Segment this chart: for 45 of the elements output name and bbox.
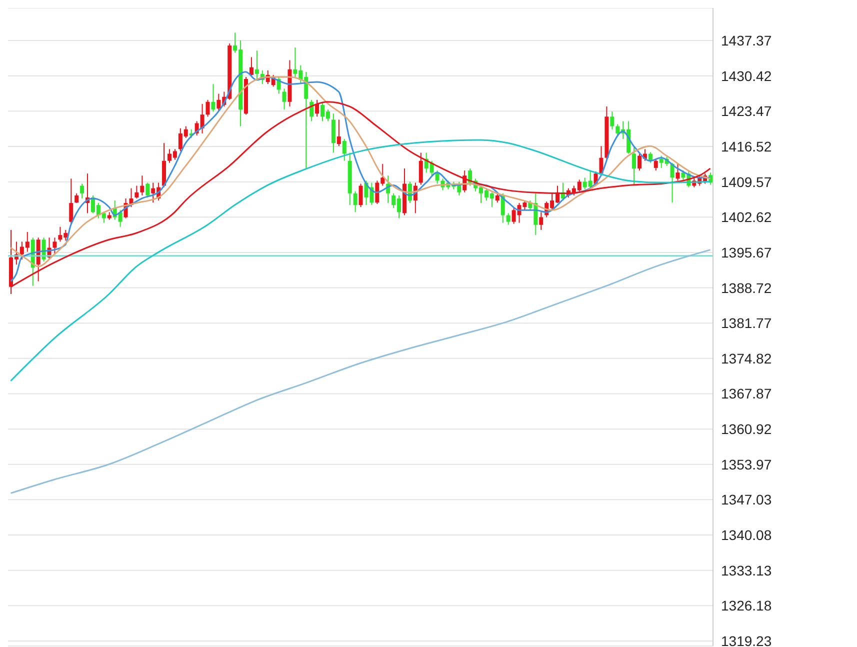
candlestick bbox=[74, 192, 79, 204]
candlestick bbox=[211, 84, 216, 112]
y-tick-label: 1388.72 bbox=[721, 280, 772, 296]
candlestick bbox=[331, 113, 336, 154]
candlestick bbox=[134, 185, 139, 199]
candlestick bbox=[69, 178, 74, 226]
candlestick bbox=[146, 182, 150, 198]
y-tick-label: 1319.23 bbox=[721, 632, 772, 647]
candlestick bbox=[282, 88, 286, 110]
candlestick bbox=[418, 152, 423, 186]
y-tick-label: 1367.87 bbox=[721, 386, 772, 402]
candlestick bbox=[632, 146, 636, 186]
candlestick bbox=[599, 146, 604, 176]
line-series bbox=[10, 249, 712, 494]
y-tick-label: 1360.92 bbox=[721, 421, 772, 438]
y-tick-label: 1430.42 bbox=[721, 68, 772, 84]
y-tick-label: 1416.52 bbox=[721, 138, 772, 154]
candlestick bbox=[206, 99, 210, 118]
y-tick-label: 1381.77 bbox=[721, 315, 772, 332]
candlestick bbox=[342, 138, 346, 162]
y-tick-label: 1409.57 bbox=[721, 174, 772, 190]
candlestick bbox=[80, 183, 84, 199]
y-tick-label: 1353.97 bbox=[721, 456, 772, 472]
candlestick bbox=[140, 175, 144, 196]
y-tick-label: 1340.08 bbox=[721, 526, 772, 543]
y-tick-label: 1333.13 bbox=[721, 562, 772, 578]
candlestick bbox=[676, 163, 680, 182]
y-tick-label: 1423.47 bbox=[721, 103, 772, 120]
candlestick bbox=[254, 50, 259, 81]
y-tick-label: 1395.67 bbox=[721, 244, 772, 260]
line-series bbox=[10, 139, 712, 382]
candlestick bbox=[539, 212, 544, 230]
y-tick-label: 1437.37 bbox=[721, 32, 772, 48]
candlestick bbox=[52, 237, 57, 255]
candlestick bbox=[506, 212, 510, 226]
y-tick-label: 1402.62 bbox=[721, 209, 772, 226]
y-tick-label: 1347.03 bbox=[721, 492, 772, 508]
candlestick bbox=[353, 190, 358, 213]
candlestick bbox=[336, 119, 341, 147]
candlestick bbox=[654, 158, 658, 171]
candlestick bbox=[610, 111, 614, 130]
y-tick-label: 1374.82 bbox=[721, 350, 772, 366]
candlestick bbox=[358, 183, 363, 208]
y-tick-label: 1326.18 bbox=[721, 598, 772, 614]
candlestick bbox=[249, 56, 254, 78]
